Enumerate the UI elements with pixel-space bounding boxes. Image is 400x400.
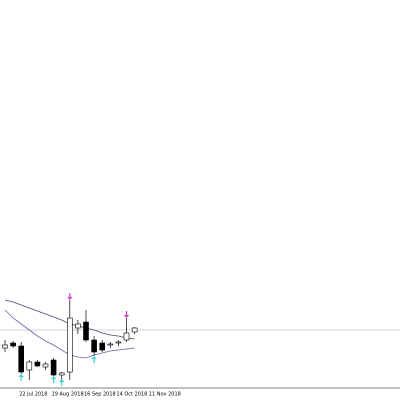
fractal-arrow [124, 311, 129, 318]
candle-body [42, 363, 49, 368]
candle-body [67, 317, 73, 373]
fractal-arrow [51, 376, 57, 383]
x-tick-label: 19 Aug 2018 [52, 392, 84, 398]
candle-body [107, 343, 114, 346]
x-tick-label: 16 Sep 2018 [84, 392, 116, 398]
candle-body [50, 359, 57, 376]
x-tick-label: 22 Jul 2018 [19, 392, 47, 398]
candle-body [99, 342, 105, 351]
candle-body [115, 341, 122, 344]
candle-body [10, 342, 16, 347]
candle-body [18, 345, 25, 373]
fractal-arrow [59, 379, 65, 386]
candle-body [131, 327, 138, 333]
fractal-arrow [67, 293, 73, 300]
candle-body [26, 361, 33, 371]
x-tick-label: 11 Nov 2018 [149, 392, 181, 398]
fractal-arrow [91, 356, 97, 363]
candle-body [91, 339, 97, 353]
candle-body [2, 344, 8, 349]
candle-body [34, 361, 41, 367]
fractal-arrow [18, 374, 24, 381]
candle-body [58, 372, 65, 376]
candle-body [75, 323, 81, 329]
candle-body [123, 332, 130, 341]
x-tick-label: 14 Oct 2018 [116, 392, 147, 398]
candle-body [83, 321, 89, 341]
